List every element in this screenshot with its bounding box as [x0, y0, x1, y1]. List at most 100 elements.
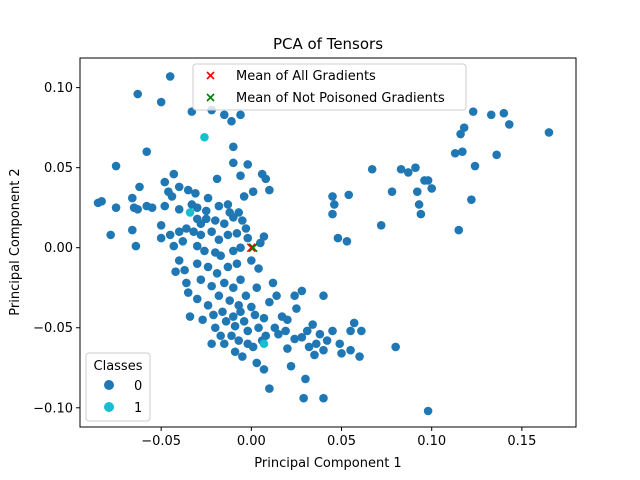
- data-point-class-0: [243, 233, 253, 243]
- plot-frame: [79, 57, 577, 428]
- data-point-class-0: [183, 288, 193, 297]
- data-point-class-0: [142, 147, 152, 156]
- data-point-class-0: [203, 301, 213, 310]
- y-axis-label: Principal Component 2: [8, 168, 23, 315]
- data-point-class-0: [232, 259, 242, 269]
- data-point-class-0: [192, 203, 202, 212]
- data-point-class-1: [185, 208, 195, 217]
- data-point-class-0: [182, 278, 191, 288]
- data-point-class-0: [470, 161, 480, 171]
- data-point-class-0: [165, 230, 175, 240]
- data-point-class-0: [174, 182, 184, 192]
- data-point-class-0: [201, 214, 211, 224]
- data-point-class-0: [227, 331, 236, 341]
- data-point-class-0: [128, 193, 137, 203]
- data-point-class-0: [241, 291, 251, 301]
- data-point-class-0: [259, 313, 269, 323]
- data-point-class-0: [212, 174, 222, 184]
- data-point-class-0: [456, 129, 465, 139]
- data-point-class-0: [243, 339, 253, 349]
- data-point-class-0: [499, 108, 509, 118]
- data-point-class-0: [225, 296, 235, 305]
- data-point-class-0: [156, 97, 166, 107]
- legend-mean-not-poisoned-marker: [206, 93, 215, 102]
- data-point-class-0: [396, 164, 406, 174]
- data-point-class-0: [423, 176, 433, 185]
- data-point-class-0: [544, 128, 554, 137]
- data-point-class-0: [259, 232, 269, 241]
- data-point-class-0: [322, 336, 332, 345]
- data-point-class-0: [297, 333, 307, 342]
- data-point-class-0: [330, 200, 339, 209]
- data-point-class-0: [459, 123, 469, 132]
- data-point-class-0: [174, 256, 184, 265]
- data-point-class-0: [261, 174, 271, 184]
- data-point-class-0: [411, 163, 420, 172]
- data-point-class-0: [319, 291, 328, 301]
- data-point-class-0: [342, 236, 352, 246]
- data-point-class-0: [203, 262, 213, 272]
- data-point-class-0: [290, 334, 299, 344]
- data-point-class-0: [209, 310, 218, 320]
- data-point-class-0: [214, 201, 224, 211]
- data-point-class-0: [252, 283, 262, 293]
- data-point-class-0: [337, 349, 346, 358]
- data-point-class-1: [200, 132, 209, 142]
- data-point-class-0: [301, 374, 310, 384]
- data-point-class-0: [230, 321, 240, 331]
- data-point-class-0: [229, 246, 238, 256]
- data-point-class-0: [232, 228, 242, 238]
- data-point-class-0: [328, 209, 337, 219]
- legend-mean-all-marker: [206, 71, 215, 80]
- data-point-class-0: [216, 251, 225, 261]
- legend-class-0-label: 0: [134, 379, 142, 394]
- data-point-class-0: [243, 160, 253, 169]
- x-tick-label: −0.05: [141, 434, 181, 449]
- data-point-class-0: [214, 235, 224, 244]
- legend-means-box: [192, 63, 467, 111]
- data-point-class-0: [171, 267, 180, 277]
- data-point-class-0: [304, 342, 314, 352]
- data-point-class-0: [423, 406, 433, 416]
- data-point-class-0: [169, 241, 179, 251]
- data-point-class-0: [247, 256, 256, 265]
- data-point-class-0: [486, 110, 496, 120]
- data-point-class-0: [283, 315, 292, 325]
- data-point-class-0: [250, 310, 260, 320]
- data-point-class-0: [207, 227, 216, 236]
- data-point-class-0: [468, 107, 478, 116]
- data-point-class-0: [135, 182, 144, 192]
- data-point-class-0: [156, 233, 166, 243]
- data-point-class-0: [234, 336, 244, 345]
- data-point-class-0: [192, 241, 202, 251]
- data-point-class-0: [236, 275, 245, 285]
- data-point-class-0: [319, 345, 328, 355]
- y-axis: −0.10 −0.05 0.00 0.05 0.10: [33, 81, 80, 416]
- data-point-class-0: [219, 339, 229, 349]
- data-point-class-0: [241, 224, 251, 233]
- data-point-class-0: [229, 283, 238, 293]
- data-point-class-0: [274, 329, 283, 339]
- data-point-class-0: [236, 307, 245, 317]
- data-point-class-0: [254, 323, 263, 333]
- mean-marker-3: [248, 243, 258, 253]
- data-point-class-0: [416, 209, 426, 219]
- data-point-class-0: [283, 344, 292, 353]
- data-point-class-0: [272, 291, 281, 301]
- data-point-class-0: [236, 171, 245, 180]
- data-point-class-0: [265, 384, 274, 393]
- mean-marker-2: [246, 243, 256, 253]
- data-point-class-1: [259, 339, 269, 349]
- data-point-class-0: [248, 187, 258, 196]
- data-point-class-0: [133, 204, 143, 214]
- plot-area: [80, 58, 576, 427]
- data-point-class-0: [185, 312, 195, 321]
- data-point-class-0: [311, 339, 321, 349]
- y-tick-label: 0.10: [44, 81, 73, 96]
- data-point-class-0: [223, 230, 233, 240]
- data-point-class-0: [221, 317, 231, 326]
- data-point-class-0: [174, 227, 184, 236]
- x-axis-label: Principal Component 1: [254, 456, 401, 471]
- data-point-class-0: [229, 212, 238, 222]
